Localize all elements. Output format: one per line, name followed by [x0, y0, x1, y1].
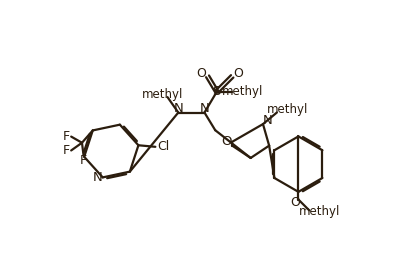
- Text: N: N: [93, 171, 103, 184]
- Text: methyl: methyl: [299, 205, 341, 218]
- Text: methyl: methyl: [267, 103, 308, 116]
- Text: O: O: [290, 196, 300, 209]
- Text: S: S: [213, 85, 221, 98]
- Text: methyl: methyl: [142, 88, 183, 101]
- Text: Cl: Cl: [158, 140, 170, 153]
- Text: N: N: [263, 114, 273, 127]
- Text: F: F: [63, 130, 70, 143]
- Text: methyl: methyl: [222, 85, 264, 98]
- Text: O: O: [197, 67, 206, 80]
- Text: N: N: [200, 102, 209, 115]
- Text: O: O: [234, 67, 243, 80]
- Text: O: O: [221, 135, 231, 148]
- Text: F: F: [63, 144, 70, 157]
- Text: F: F: [80, 154, 87, 167]
- Text: N: N: [173, 102, 183, 115]
